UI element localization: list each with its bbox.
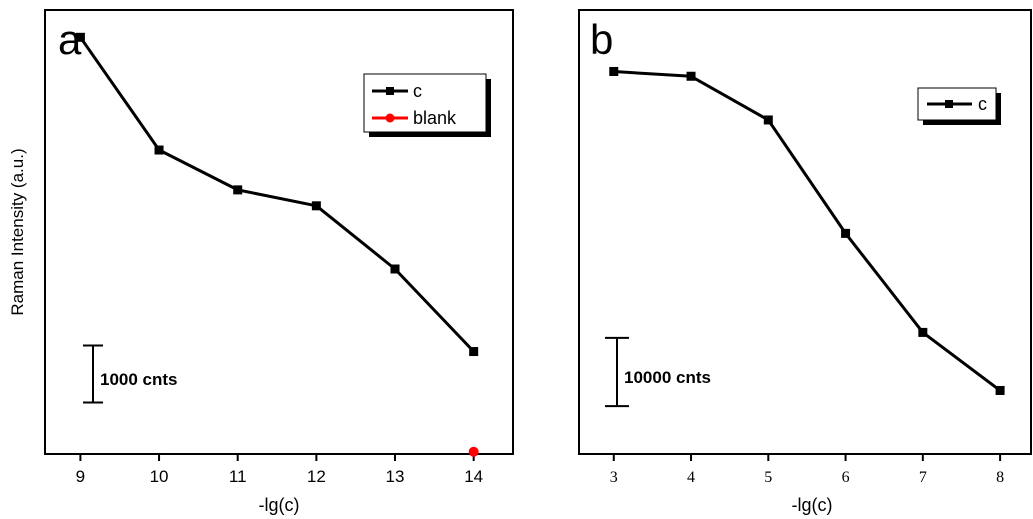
legend-b: c (917, 87, 1001, 125)
x-tick-label-b: 4 (687, 469, 695, 486)
series-lines-b (613, 70, 1002, 392)
x-tick-label-b: 6 (842, 469, 850, 486)
x-axis-label-a: -lg(c) (259, 495, 300, 515)
data-point-c-a (75, 32, 85, 42)
data-point-c-b (763, 115, 773, 125)
data-points-b (609, 66, 1005, 395)
x-tick-label-b: 3 (610, 469, 618, 486)
series-lines-a (79, 36, 475, 353)
series-line-c-a (79, 36, 475, 353)
data-point-c-a (390, 264, 400, 274)
scale-bar-label-b: 10000 cnts (624, 368, 711, 387)
y-axis-label-a: Raman Intensity (a.u.) (8, 148, 27, 315)
legend-swatch-marker-c-a (386, 87, 394, 95)
data-point-c-b (609, 66, 619, 76)
x-tick-label-b: 8 (996, 469, 1004, 486)
data-point-c-a (311, 201, 321, 211)
x-tick-label-b: 7 (919, 469, 927, 486)
scale-bar-label-a: 1000 cnts (100, 370, 178, 389)
x-ticks-a: 9 10 11 12 13 14 (76, 454, 483, 486)
plot-frame-b (578, 9, 1032, 455)
panel-label-b: b (590, 16, 613, 63)
plot-frame-a (44, 9, 514, 455)
data-point-c-b (841, 228, 851, 238)
series-line-c-b (613, 70, 1002, 392)
x-tick-label-a: 11 (229, 467, 247, 486)
data-point-c-a (154, 145, 164, 155)
x-tick-label-a: 9 (76, 467, 85, 486)
x-axis-label-b: -lg(c) (792, 495, 833, 515)
data-point-c-b (686, 71, 696, 81)
data-point-c-a (469, 347, 479, 357)
legend-a: c blank (363, 73, 491, 137)
x-tick-label-a: 12 (307, 467, 326, 486)
x-tick-label-a: 14 (464, 467, 483, 486)
data-point-blank-a (468, 446, 479, 457)
data-point-c-b (995, 385, 1005, 395)
legend-swatch-marker-blank-a (385, 113, 395, 123)
data-points-a (75, 32, 479, 457)
x-tick-label-a: 10 (150, 467, 169, 486)
x-tick-label-a: 13 (386, 467, 405, 486)
scale-bar-b: 10000 cnts (605, 336, 711, 408)
x-ticks-b: 3 4 5 6 7 8 (610, 454, 1004, 486)
panel-a: a Raman Intensity (a.u.) -lg(c) 9 10 11 12 1… (8, 9, 514, 515)
data-point-c-a (233, 185, 243, 195)
legend-swatch-marker-c-b (945, 100, 953, 108)
legend-box-a (363, 73, 487, 133)
legend-label-c-b: c (978, 94, 987, 114)
data-point-c-b (918, 327, 928, 337)
legend-label-blank-a: blank (413, 108, 457, 128)
panel-b: b -lg(c) 3 4 5 6 7 8 10000 cnts c (578, 9, 1032, 515)
x-tick-label-b: 5 (764, 469, 772, 486)
legend-label-c-a: c (413, 81, 422, 101)
scale-bar-a: 1000 cnts (83, 344, 178, 404)
